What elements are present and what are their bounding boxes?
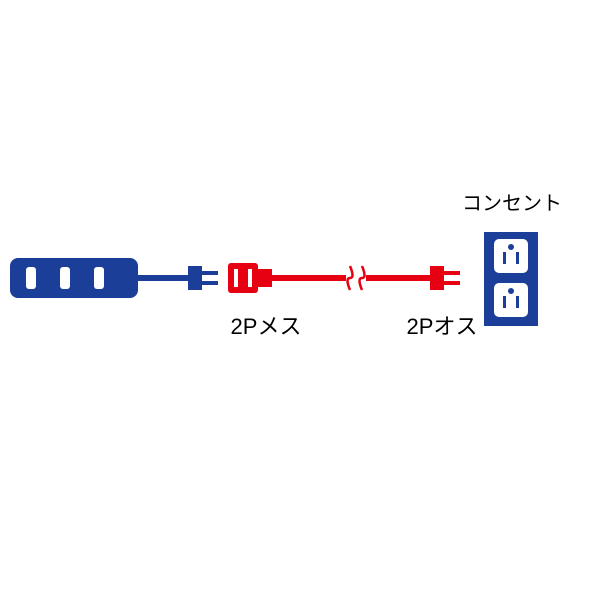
red-cable <box>272 266 440 290</box>
red-female-connector <box>228 263 272 293</box>
male-connector-label: 2Pオス <box>407 314 478 339</box>
power-strip <box>10 258 138 298</box>
red-male-plug <box>430 266 460 290</box>
wall-outlet <box>484 232 538 326</box>
female-connector-label: 2Pメス <box>231 314 302 339</box>
extension-cord-diagram: コンセント 2Pメス 2Pオス <box>0 0 600 600</box>
blue-plug <box>138 266 218 290</box>
outlet-label: コンセント <box>462 193 562 215</box>
